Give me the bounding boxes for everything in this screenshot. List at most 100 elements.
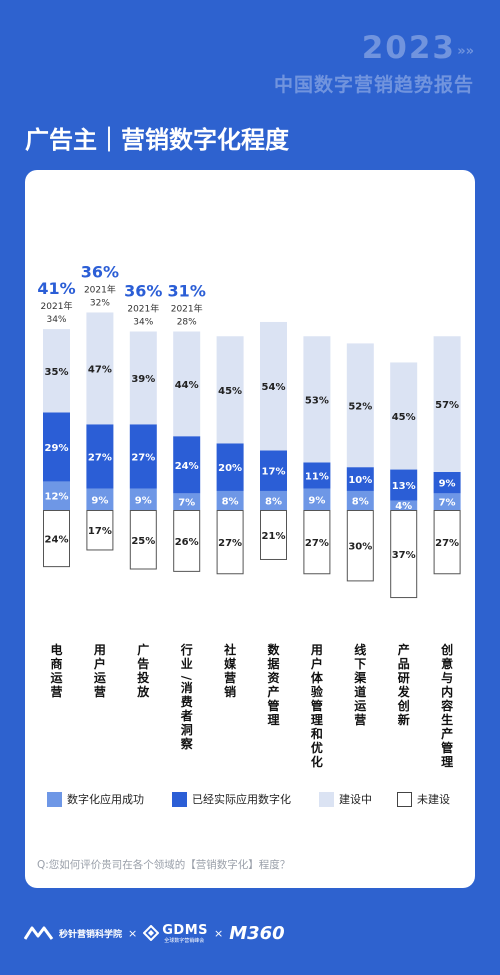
highlight-year-1: 2021年 bbox=[84, 283, 116, 295]
brand-m360: M360 bbox=[229, 923, 285, 944]
bar-label-1-3: 24% bbox=[175, 461, 199, 472]
bar-seg-3-5 bbox=[260, 510, 287, 560]
category-label-7-4: 运 bbox=[354, 699, 366, 713]
bar-label-3-7: 30% bbox=[348, 542, 372, 553]
bar-label-3-2: 25% bbox=[131, 536, 155, 547]
bar-seg-3-4 bbox=[216, 510, 244, 575]
bar-label-3-5: 21% bbox=[262, 531, 286, 542]
legend-label-success: 数字化应用成功 bbox=[67, 793, 144, 806]
bar-label-3-8: 37% bbox=[392, 550, 416, 561]
bar-label-0-2: 9% bbox=[135, 495, 152, 506]
bar-label-1-8: 13% bbox=[392, 481, 416, 492]
category-label-7-2: 渠 bbox=[354, 670, 366, 685]
category-label-0-1: 商 bbox=[50, 656, 62, 671]
category-label-9-7: 管 bbox=[441, 740, 453, 755]
legend-item-applied: 已经实际应用数字化 bbox=[172, 787, 291, 811]
bar-label-0-7: 8% bbox=[352, 496, 369, 507]
category-label-9-3: 内 bbox=[441, 684, 453, 699]
category-label-7-0: 线 bbox=[354, 642, 366, 657]
bar-label-1-6: 11% bbox=[305, 471, 329, 482]
bar-label-0-5: 8% bbox=[265, 496, 282, 507]
brand-separator-2: × bbox=[214, 926, 224, 940]
highlight-prev-0: 34% bbox=[46, 315, 66, 325]
highlight-total-0: 41% bbox=[37, 279, 75, 298]
bar-seg-0-2 bbox=[129, 488, 157, 510]
bar-seg-1-1 bbox=[86, 424, 114, 489]
survey-question: Q:您如何评价贵司在各个领域的【营销数字化】程度？ bbox=[37, 859, 291, 871]
bar-label-1-9: 9% bbox=[439, 479, 456, 490]
bar-seg-0-4 bbox=[216, 490, 244, 510]
category-label-3-2: / bbox=[180, 676, 194, 681]
bar-label-1-0: 29% bbox=[45, 443, 69, 454]
bar-label-2-1: 47% bbox=[88, 364, 112, 375]
bar-seg-0-9 bbox=[433, 493, 461, 510]
chart-card: 12% 29% 35% 24% 41% 2021年 34% 电商运营 9% 27% 47% 17% 36… bbox=[25, 170, 475, 888]
category-label-4-0: 社 bbox=[223, 642, 236, 657]
bar-seg-3-7 bbox=[346, 510, 374, 582]
gdms-logo-icon bbox=[143, 925, 160, 941]
bar-label-1-2: 27% bbox=[131, 452, 155, 463]
category-label-7-5: 营 bbox=[354, 712, 366, 727]
legend-label-not-built: 未建设 bbox=[417, 793, 450, 806]
category-label-9-5: 生 bbox=[441, 712, 453, 727]
legend-item-success: 数字化应用成功 bbox=[47, 787, 144, 811]
category-label-2-0: 广 bbox=[137, 642, 149, 657]
bar-seg-3-8 bbox=[390, 510, 418, 599]
legend-label-building: 建设中 bbox=[339, 793, 372, 806]
category-label-5-2: 资 bbox=[267, 670, 279, 685]
stacked-bar-chart: 12%29%35%24%41%2021年34%电商运营9%27%47%17%36… bbox=[37, 262, 461, 769]
bar-seg-0-7 bbox=[346, 490, 374, 510]
bar-label-3-9: 27% bbox=[435, 538, 459, 549]
category-label-1-3: 营 bbox=[94, 684, 106, 699]
bar-seg-2-5 bbox=[260, 321, 287, 451]
bar-seg-3-0 bbox=[43, 510, 70, 568]
bar-seg-3-6 bbox=[303, 510, 331, 575]
bar-label-3-1: 17% bbox=[88, 526, 112, 537]
category-label-8-4: 创 bbox=[397, 698, 410, 713]
bar-label-1-7: 10% bbox=[348, 475, 372, 486]
category-label-1-0: 用 bbox=[93, 643, 106, 657]
category-label-7-1: 下 bbox=[354, 657, 366, 671]
bar-label-1-5: 17% bbox=[262, 467, 286, 478]
category-label-8-1: 品 bbox=[398, 657, 410, 671]
bar-seg-3-2 bbox=[129, 510, 157, 570]
category-label-3-0: 行 bbox=[180, 642, 193, 657]
bar-label-2-7: 52% bbox=[348, 401, 372, 412]
category-label-6-2: 体 bbox=[311, 670, 324, 685]
bar-label-3-4: 27% bbox=[218, 538, 242, 549]
bar-seg-1-0 bbox=[43, 412, 70, 482]
bar-seg-2-2 bbox=[129, 331, 157, 425]
footer-brands: 秒针营销科学院 × GDMS 全球数字营销峰会 × M360 bbox=[24, 921, 285, 945]
bar-seg-3-1 bbox=[86, 510, 114, 551]
highlight-prev-3: 28% bbox=[177, 318, 197, 328]
category-label-5-4: 管 bbox=[267, 698, 279, 713]
bar-seg-2-9 bbox=[433, 336, 461, 472]
category-label-6-0: 用 bbox=[310, 643, 323, 657]
bar-label-2-4: 45% bbox=[218, 386, 242, 397]
category-label-6-5: 理 bbox=[311, 713, 323, 727]
category-label-6-3: 验 bbox=[311, 684, 324, 699]
category-label-7-3: 道 bbox=[354, 684, 366, 699]
bar-seg-1-9 bbox=[433, 471, 461, 494]
category-label-5-5: 理 bbox=[267, 713, 279, 727]
legend-swatch-not-built bbox=[397, 791, 412, 807]
highlight-year-3: 2021年 bbox=[171, 303, 203, 315]
brand-gdms-name: GDMS bbox=[162, 922, 208, 938]
category-label-6-6: 和 bbox=[310, 726, 323, 741]
category-label-4-3: 销 bbox=[224, 684, 236, 699]
brand-gdms-subtitle: 全球数字营销峰会 bbox=[164, 937, 205, 944]
category-label-8-5: 新 bbox=[398, 712, 410, 727]
bar-label-2-2: 39% bbox=[131, 374, 155, 385]
bar-label-2-0: 35% bbox=[45, 367, 69, 378]
bar-label-3-0: 24% bbox=[45, 535, 69, 546]
category-label-2-2: 投 bbox=[137, 670, 149, 685]
category-label-3-3: 消 bbox=[181, 680, 193, 695]
bar-seg-1-3 bbox=[173, 436, 201, 494]
legend-item-building: 建设中 bbox=[319, 787, 372, 811]
brand-miaozhen: 秒针营销科学院 bbox=[24, 925, 122, 941]
category-label-0-2: 运 bbox=[50, 671, 62, 685]
bar-label-3-6: 27% bbox=[305, 538, 329, 549]
bar-label-0-1: 9% bbox=[91, 495, 108, 506]
bar-label-2-5: 54% bbox=[262, 382, 286, 393]
category-label-2-3: 放 bbox=[136, 684, 150, 699]
